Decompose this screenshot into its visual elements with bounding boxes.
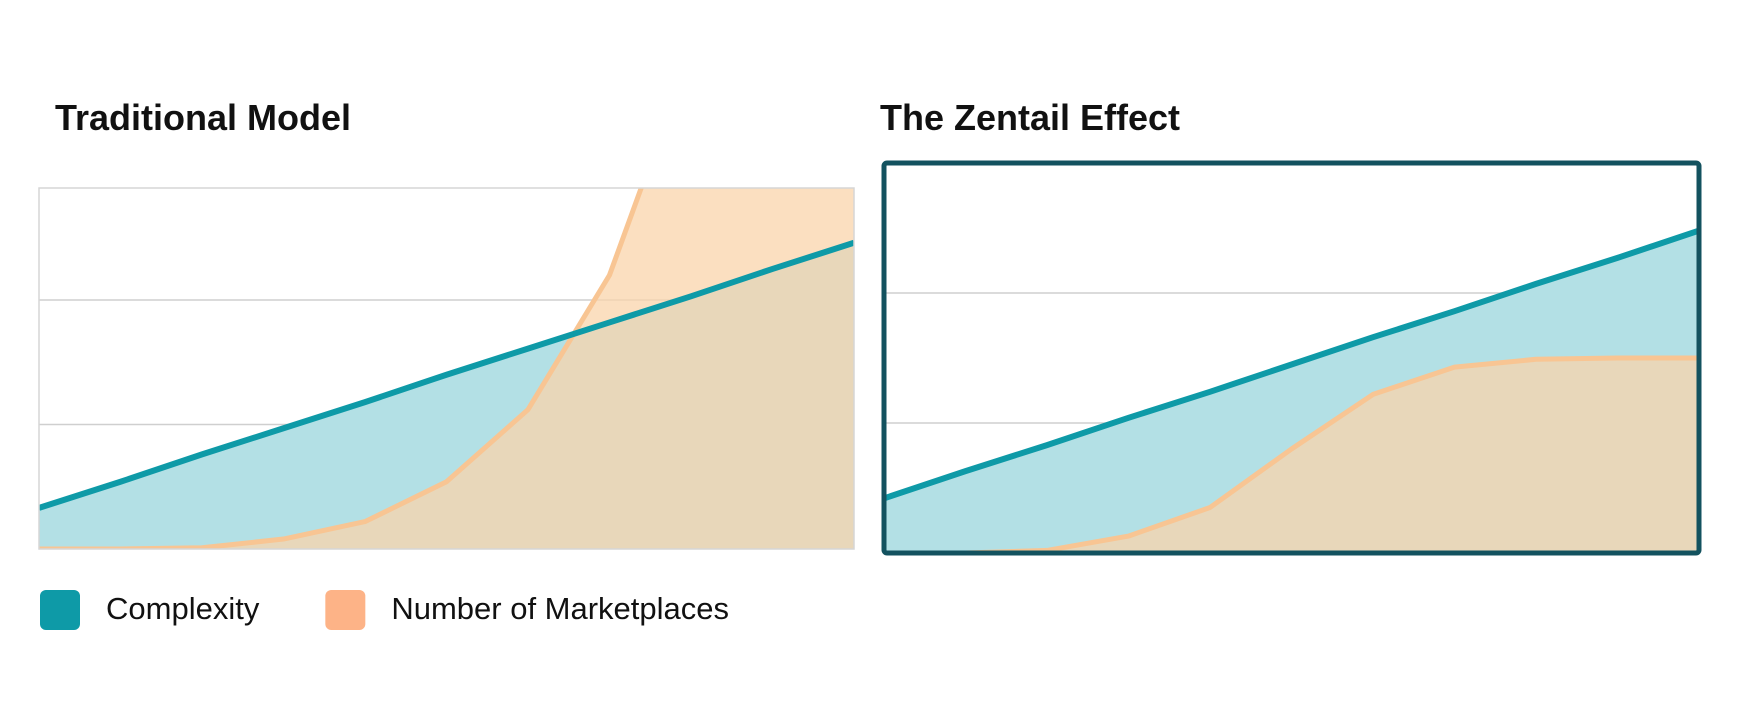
line bbox=[39, 188, 644, 549]
plot-frame bbox=[881, 160, 1702, 556]
legend-swatch bbox=[40, 590, 80, 630]
area bbox=[884, 358, 1699, 553]
line bbox=[39, 239, 854, 511]
legend-swatch bbox=[325, 590, 366, 630]
area bbox=[39, 188, 854, 549]
chart-title: The Zentail Effect bbox=[880, 97, 1180, 138]
line bbox=[884, 227, 1699, 502]
legend-label: Number of Marketplaces bbox=[391, 591, 729, 626]
plot-area bbox=[884, 227, 1699, 553]
legend-label: Complexity bbox=[106, 591, 260, 626]
plot-frame bbox=[38, 187, 855, 550]
chart-title: Traditional Model bbox=[55, 97, 351, 138]
plot-area bbox=[39, 188, 854, 549]
